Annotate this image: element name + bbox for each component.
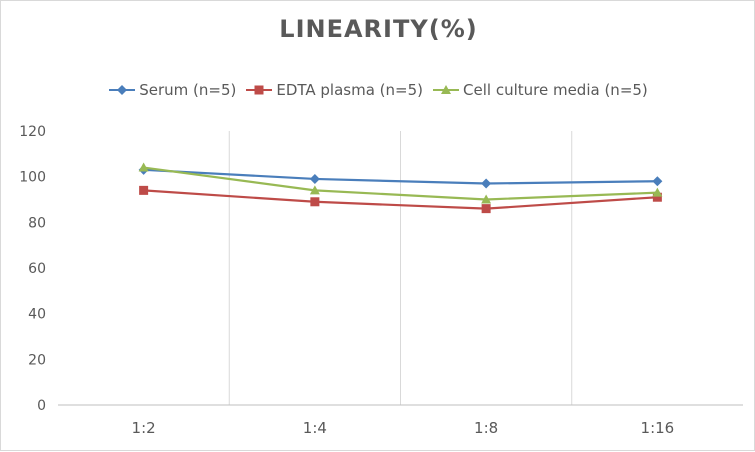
series-line bbox=[143, 166, 658, 201]
legend: Serum (n=5) EDTA plasma (n=5) Cell culture… bbox=[1, 81, 755, 99]
data-point bbox=[481, 204, 491, 214]
data-point bbox=[310, 197, 320, 207]
legend-item: Cell culture media (n=5) bbox=[433, 81, 648, 99]
series-line bbox=[143, 189, 658, 210]
legend-marker-icon bbox=[109, 85, 136, 95]
legend-marker bbox=[441, 85, 452, 94]
legend-marker-icon bbox=[433, 85, 460, 94]
series-line bbox=[143, 168, 658, 185]
data-point bbox=[309, 173, 320, 184]
legend-item: EDTA plasma (n=5) bbox=[246, 81, 423, 99]
data-point bbox=[481, 178, 492, 189]
data-point bbox=[481, 194, 492, 204]
y-tick-label: 40 bbox=[28, 307, 46, 323]
legend-label: Serum (n=5) bbox=[139, 81, 237, 99]
x-tick-label: 1:2 bbox=[132, 419, 156, 437]
data-point bbox=[138, 162, 149, 172]
legend-label: EDTA plasma (n=5) bbox=[276, 81, 424, 99]
data-point bbox=[139, 185, 149, 195]
legend-marker bbox=[117, 85, 128, 95]
data-point bbox=[309, 185, 320, 195]
legend-marker bbox=[254, 85, 264, 95]
x-tick-label: 1:4 bbox=[303, 419, 327, 437]
legend-marker-icon bbox=[246, 85, 273, 95]
data-point bbox=[652, 187, 663, 197]
x-tick-label: 1:16 bbox=[641, 419, 675, 437]
y-tick-label: 60 bbox=[28, 261, 46, 277]
y-tick-label: 100 bbox=[19, 170, 46, 186]
data-point bbox=[652, 192, 662, 202]
y-tick-label: 80 bbox=[28, 215, 46, 231]
y-tick-label: 20 bbox=[28, 352, 46, 368]
chart-title: LINEARITY(%) bbox=[279, 15, 478, 43]
x-tick-label: 1:8 bbox=[474, 419, 498, 437]
y-tick-label: 120 bbox=[19, 124, 46, 140]
legend-label: Cell culture media (n=5) bbox=[463, 81, 648, 99]
legend-item: Serum (n=5) bbox=[109, 81, 236, 99]
data-point bbox=[652, 176, 663, 187]
y-tick-label: 0 bbox=[37, 398, 46, 414]
